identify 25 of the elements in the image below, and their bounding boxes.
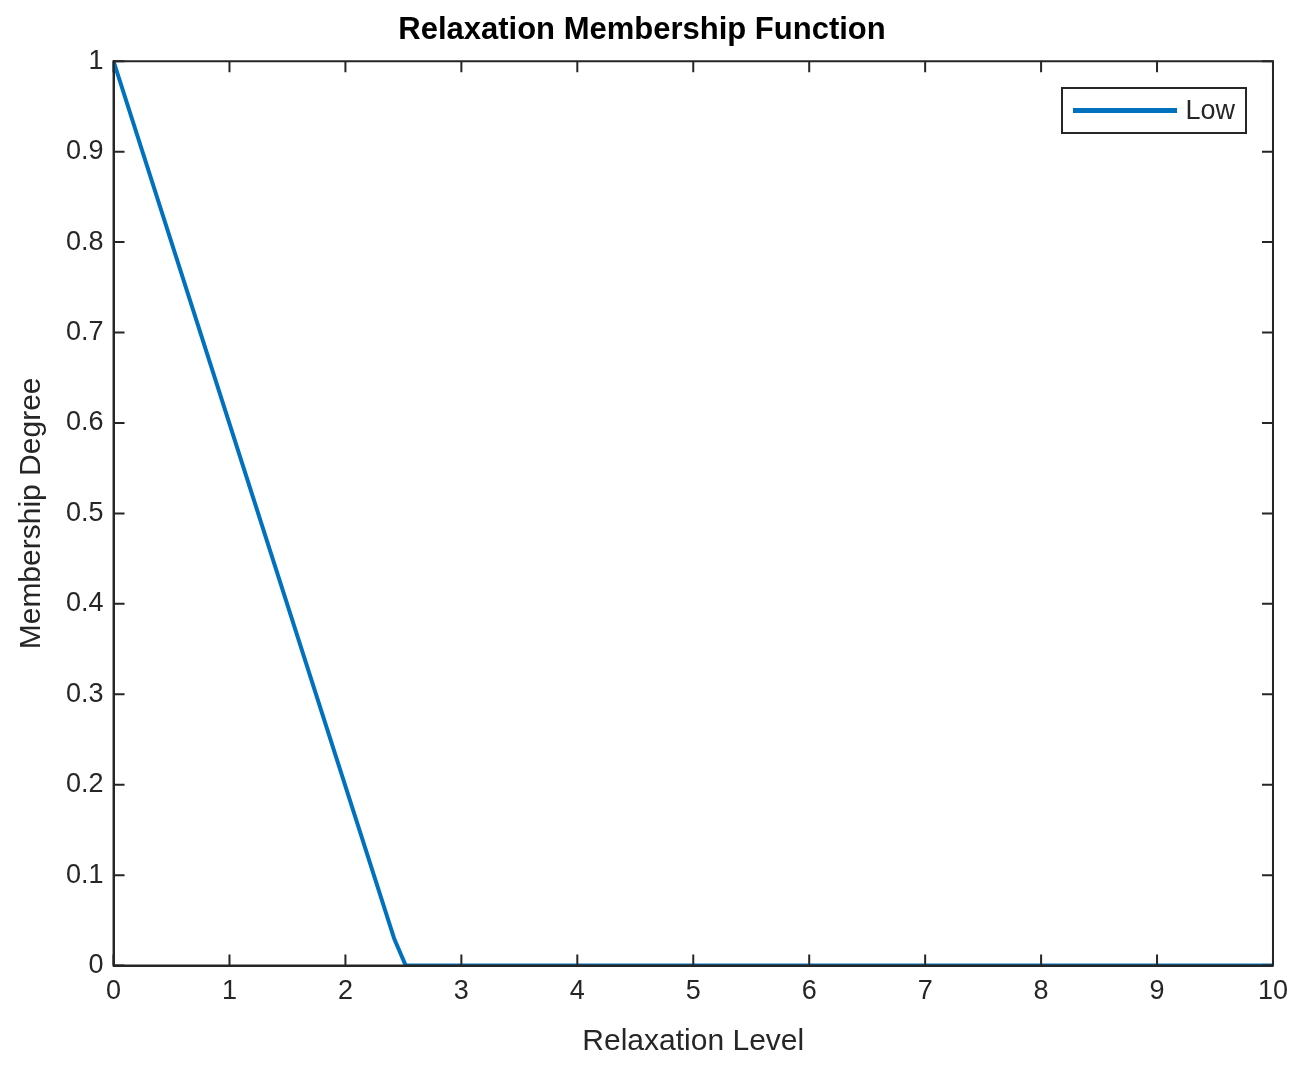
- x-tick-label: 9: [1149, 975, 1165, 1006]
- y-tick-label: 0.6: [65, 406, 104, 437]
- y-tick-label: 0.5: [65, 496, 104, 527]
- x-tick-label: 1: [221, 975, 237, 1006]
- x-tick-label: 6: [801, 975, 817, 1006]
- y-tick-label: 0.3: [65, 677, 104, 708]
- legend-label: Low: [1185, 95, 1235, 127]
- y-tick-label: 1: [88, 44, 104, 75]
- y-tick-label: 0.8: [65, 225, 104, 256]
- y-tick-label: 0.9: [65, 135, 104, 166]
- x-tick-label: 4: [569, 975, 585, 1006]
- y-tick-label: 0.1: [65, 858, 104, 889]
- x-tick-label: 5: [685, 975, 701, 1006]
- y-tick-label: 0: [88, 949, 104, 980]
- x-tick-label: 3: [453, 975, 469, 1006]
- y-tick-label: 0.7: [65, 315, 104, 346]
- x-tick-label: 8: [1033, 975, 1049, 1006]
- x-tick-label: 10: [1257, 975, 1289, 1006]
- x-tick-label: 7: [917, 975, 933, 1006]
- y-tick-label: 0.2: [65, 768, 104, 799]
- y-axis-title: Membership Degree: [13, 377, 47, 650]
- y-tick-label: 0.4: [65, 587, 104, 618]
- chart-title: Relaxation Membership Function: [398, 11, 886, 47]
- x-axis-title: Relaxation Level: [582, 1023, 805, 1057]
- x-tick-label: 2: [337, 975, 353, 1006]
